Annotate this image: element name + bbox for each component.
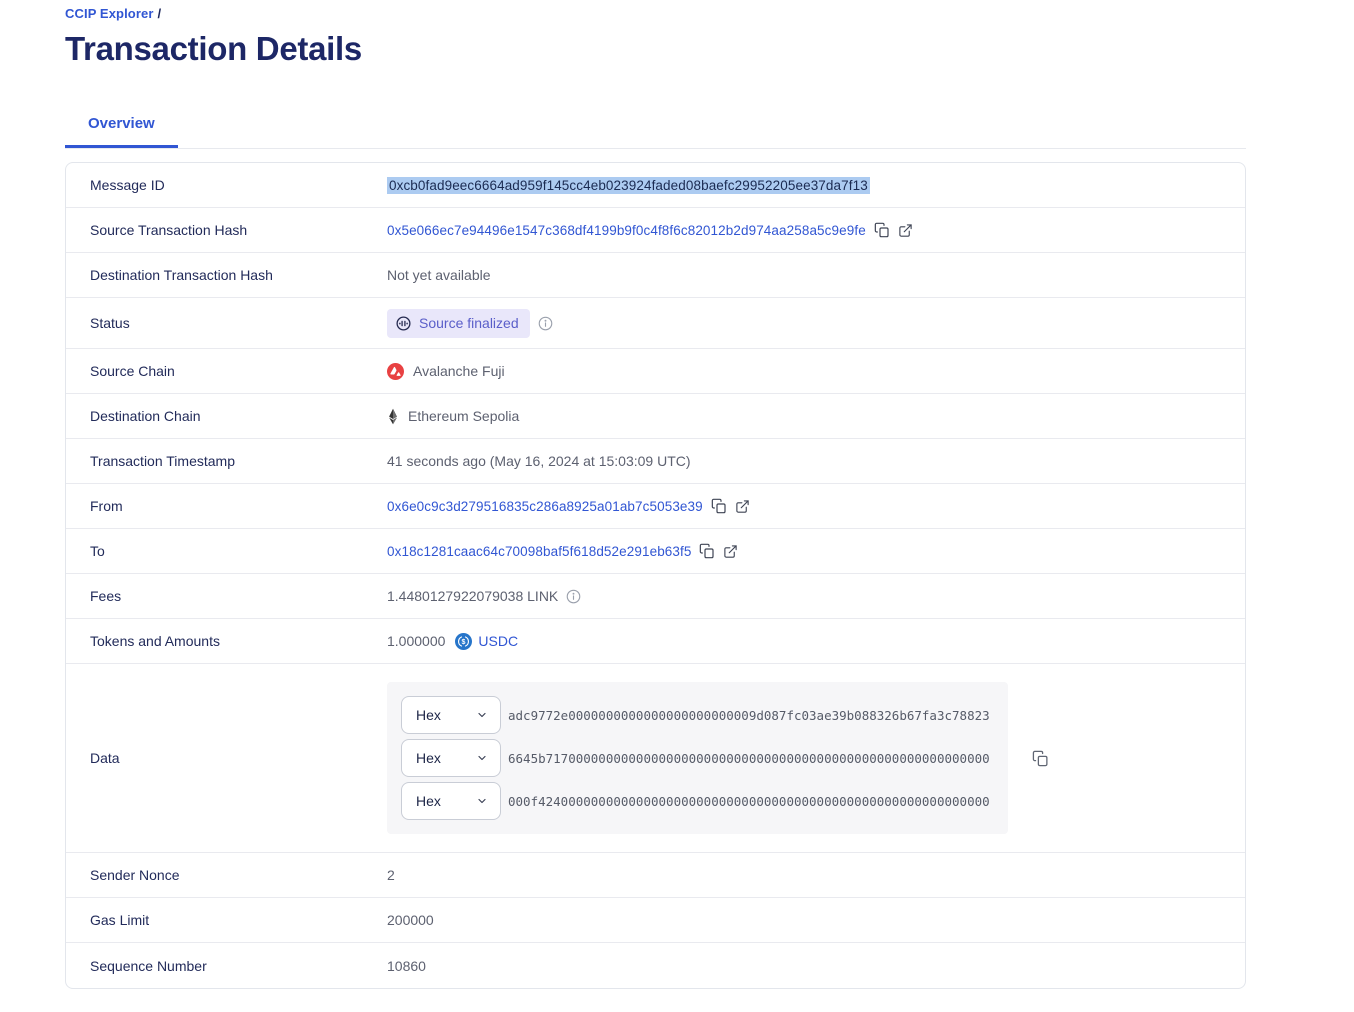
token-symbol-link[interactable]: USDC [478, 633, 519, 649]
to-address-link[interactable]: 0x18c1281caac64c70098baf5f618d52e291eb63… [387, 543, 692, 559]
info-icon[interactable] [566, 589, 581, 604]
data-hex-line: adc9772e0000000000000000000000009d087fc0… [508, 707, 990, 723]
status-badge-label: Source finalized [419, 315, 519, 331]
gas-limit-value: 200000 [387, 912, 434, 928]
copy-icon[interactable] [874, 222, 890, 238]
row-sequence-number: Sequence Number 10860 [66, 943, 1245, 988]
copy-icon[interactable] [711, 498, 727, 514]
chevron-down-icon [476, 709, 488, 721]
row-dest-tx-hash: Destination Transaction Hash Not yet ava… [66, 253, 1245, 298]
data-format-value: Hex [416, 707, 441, 723]
row-source-chain: Source Chain Avalanche Fuji [66, 349, 1245, 394]
chevron-down-icon [476, 795, 488, 807]
row-label: Sequence Number [90, 957, 207, 974]
data-format-select[interactable]: Hex [401, 782, 501, 820]
timestamp-value: 41 seconds ago (May 16, 2024 at 15:03:09… [387, 453, 691, 469]
usdc-icon: $ [455, 632, 473, 650]
status-finalized-icon [395, 315, 412, 332]
row-label: Data [90, 750, 120, 766]
row-label: Destination Chain [90, 408, 201, 424]
data-line: Hex adc9772e0000000000000000000000009d08… [401, 696, 994, 734]
dest-tx-hash-value: Not yet available [387, 267, 491, 283]
row-label: Source Transaction Hash [90, 222, 248, 238]
breadcrumb-ccip-explorer-link[interactable]: CCIP Explorer [65, 6, 154, 21]
breadcrumb-separator: / [157, 6, 162, 21]
chevron-down-icon [476, 752, 488, 764]
tab-bar: Overview [65, 115, 1246, 149]
row-label: Status [90, 315, 130, 331]
row-label: To [90, 543, 105, 559]
row-label: Fees [90, 588, 122, 604]
row-source-tx-hash: Source Transaction Hash 0x5e066ec7e94496… [66, 208, 1245, 253]
copy-icon[interactable] [1032, 750, 1049, 767]
row-label: Sender Nonce [90, 867, 180, 883]
row-label: Gas Limit [90, 912, 150, 928]
row-timestamp: Transaction Timestamp 41 seconds ago (Ma… [66, 439, 1245, 484]
data-hex-line: 6645b71700000000000000000000000000000000… [508, 750, 990, 766]
breadcrumb: CCIP Explorer / [65, 6, 1246, 21]
row-label: Source Chain [90, 363, 175, 379]
data-format-value: Hex [416, 793, 441, 809]
copy-icon[interactable] [699, 543, 715, 559]
external-link-icon[interactable] [723, 544, 738, 559]
row-label: Transaction Timestamp [90, 453, 235, 469]
ethereum-icon [387, 408, 399, 425]
data-line: Hex 6645b7170000000000000000000000000000… [401, 739, 994, 777]
row-label: Destination Transaction Hash [90, 267, 273, 283]
transaction-details-page: CCIP Explorer / Transaction Details Overv… [65, 0, 1246, 989]
data-format-select[interactable]: Hex [401, 739, 501, 777]
sender-nonce-value: 2 [387, 867, 395, 883]
data-format-select[interactable]: Hex [401, 696, 501, 734]
dest-chain-name: Ethereum Sepolia [408, 408, 520, 424]
transaction-detail-table: Message ID 0xcb0fad9eec6664ad959f145cc4e… [65, 162, 1246, 989]
row-gas-limit: Gas Limit 200000 [66, 898, 1245, 943]
page-title: Transaction Details [65, 30, 362, 67]
row-label: Tokens and Amounts [90, 633, 220, 649]
row-label: From [90, 498, 123, 514]
token-amount: 1.000000 [387, 633, 446, 649]
data-hex-line: 000f424000000000000000000000000000000000… [508, 793, 990, 809]
source-chain-name: Avalanche Fuji [413, 363, 505, 379]
data-panel: Hex adc9772e0000000000000000000000009d08… [387, 682, 1008, 834]
external-link-icon[interactable] [735, 499, 750, 514]
data-format-value: Hex [416, 750, 441, 766]
row-fees: Fees 1.4480127922079038 LINK [66, 574, 1245, 619]
data-line: Hex 000f42400000000000000000000000000000… [401, 782, 994, 820]
row-from: From 0x6e0c9c3d279516835c286a8925a01ab7c… [66, 484, 1245, 529]
from-address-link[interactable]: 0x6e0c9c3d279516835c286a8925a01ab7c5053e… [387, 498, 703, 514]
row-status: Status Source finalized [66, 298, 1245, 349]
row-message-id: Message ID 0xcb0fad9eec6664ad959f145cc4e… [66, 163, 1245, 208]
row-tokens: Tokens and Amounts 1.000000 $ USDC [66, 619, 1245, 664]
source-tx-hash-link[interactable]: 0x5e066ec7e94496e1547c368df4199b9f0c4f8f… [387, 222, 866, 238]
external-link-icon[interactable] [898, 223, 913, 238]
sequence-number-value: 10860 [387, 957, 426, 974]
row-sender-nonce: Sender Nonce 2 [66, 853, 1245, 898]
status-badge: Source finalized [387, 308, 530, 338]
fees-value: 1.4480127922079038 LINK [387, 588, 559, 604]
row-label: Message ID [90, 177, 165, 193]
info-icon[interactable] [538, 316, 553, 331]
row-dest-chain: Destination Chain Ethereum Sepolia [66, 394, 1245, 439]
avalanche-icon [387, 362, 404, 380]
message-id-value: 0xcb0fad9eec6664ad959f145cc4eb023924fade… [387, 176, 870, 194]
row-to: To 0x18c1281caac64c70098baf5f618d52e291e… [66, 529, 1245, 574]
row-data: Data Hex adc9772e00000000000000000000000… [66, 664, 1245, 853]
svg-text:$: $ [462, 638, 466, 646]
tab-overview[interactable]: Overview [65, 115, 178, 148]
